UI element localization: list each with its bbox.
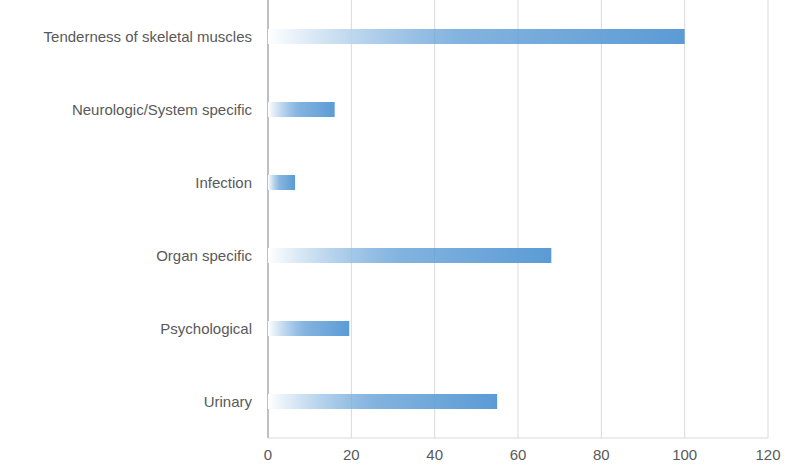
- grid-line: [684, 0, 685, 438]
- axis-line: [267, 0, 269, 438]
- category-label: Tenderness of skeletal muscles: [44, 28, 252, 45]
- axis-line: [268, 438, 768, 439]
- grid-line: [268, 0, 269, 438]
- tick-label: 20: [343, 446, 360, 463]
- bar: [268, 175, 295, 190]
- bar: [268, 29, 685, 44]
- chart-svg: 0 20 40 60 80 100 120 Tenderness of skeletal mu…: [0, 0, 800, 469]
- bar: [268, 102, 335, 117]
- bars: [268, 29, 685, 409]
- tick-label: 80: [593, 446, 610, 463]
- tick-label: 0: [264, 446, 272, 463]
- bar: [268, 394, 497, 409]
- category-label: Organ specific: [156, 247, 252, 264]
- grid-line: [434, 0, 435, 438]
- category-label: Infection: [195, 174, 252, 191]
- category-label: Psychological: [160, 320, 252, 337]
- chart: 0 20 40 60 80 100 120 Tenderness of skeletal mu…: [0, 0, 800, 469]
- grid-line: [351, 0, 352, 438]
- bar: [268, 248, 551, 263]
- grid-line: [518, 0, 519, 438]
- category-label: Neurologic/System specific: [72, 101, 253, 118]
- tick-label: 60: [510, 446, 527, 463]
- category-label: Urinary: [204, 393, 253, 410]
- bar: [268, 321, 349, 336]
- tick-label: 100: [672, 446, 697, 463]
- tick-label: 120: [755, 446, 780, 463]
- grid-line: [768, 0, 769, 438]
- grid-line: [601, 0, 602, 438]
- tick-label: 40: [426, 446, 443, 463]
